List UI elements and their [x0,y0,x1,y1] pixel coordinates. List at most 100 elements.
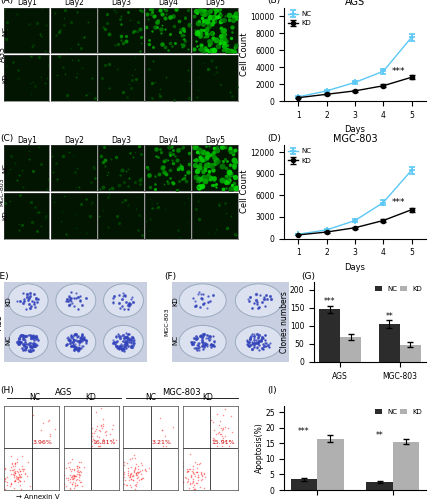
Text: NC: NC [2,26,8,36]
Point [95,442,101,450]
Point [12,477,18,485]
Point [91,427,98,435]
Point [219,425,226,433]
Point [138,474,144,482]
Circle shape [104,326,144,358]
Point [199,474,206,482]
Point [68,475,75,483]
Point [16,472,23,480]
Point [13,474,20,482]
Point [184,468,190,475]
Point [200,469,207,477]
Point [102,426,109,434]
Point [135,476,142,484]
Point [100,422,107,430]
Point [190,483,197,491]
Point [190,470,197,478]
Point [188,466,195,474]
Point [132,454,139,462]
Y-axis label: Apoptosis(%): Apoptosis(%) [255,422,264,474]
Point [71,474,78,482]
Point [218,442,225,450]
Point [1,464,8,472]
Point [66,464,73,472]
Text: 16.81%: 16.81% [92,440,116,446]
Point [71,472,77,480]
Point [127,474,134,482]
Point [193,478,200,486]
Point [66,470,73,478]
Point [133,469,140,477]
Bar [340,338,361,362]
Point [99,420,106,428]
Point [9,470,16,478]
Point [15,471,22,479]
Point [191,485,198,493]
Text: (A): (A) [0,0,13,6]
Point [12,466,18,474]
Point [138,458,145,466]
Point [16,474,23,482]
Point [194,460,200,468]
Point [110,436,117,444]
Title: MGC-803: MGC-803 [333,134,378,144]
Point [184,468,190,476]
Point [180,462,187,470]
Text: MGC-803: MGC-803 [164,308,169,336]
Point [199,472,206,480]
Point [135,473,142,481]
Point [65,458,72,466]
Point [76,478,83,486]
Point [226,436,233,444]
Point [81,464,88,471]
Circle shape [104,284,144,317]
Point [187,479,194,487]
Point [62,482,69,490]
Point [123,481,130,489]
Text: **: ** [376,430,384,440]
Point [7,480,14,488]
Point [16,472,23,480]
Point [95,426,102,434]
Point [129,476,136,484]
Point [180,478,187,486]
Legend: NC, KD: NC, KD [288,148,311,164]
Point [79,482,86,490]
Circle shape [235,284,282,317]
Point [214,410,221,418]
Point [72,480,79,488]
Point [138,474,145,482]
Point [196,460,203,468]
Point [190,480,197,488]
Point [21,477,28,485]
Point [12,462,18,469]
Point [92,426,99,434]
Point [138,475,144,483]
Point [224,424,231,432]
Point [8,480,15,488]
Point [127,476,134,484]
Point [195,476,202,484]
Text: (F): (F) [164,272,176,281]
Point [38,426,45,434]
Point [98,404,105,412]
Point [163,442,169,450]
Point [143,467,150,475]
Point [76,468,83,476]
Point [127,473,134,481]
Point [71,479,78,487]
Circle shape [56,284,96,317]
Circle shape [235,326,282,358]
Point [135,466,142,473]
Point [78,468,85,476]
Text: (E): (E) [0,272,9,281]
Point [70,466,77,473]
Point [76,473,83,481]
Point [93,408,100,416]
Point [194,474,201,482]
Point [129,454,135,462]
Point [46,432,53,440]
Point [1,465,8,473]
Point [198,476,205,484]
Y-axis label: Cell Count: Cell Count [240,170,249,214]
